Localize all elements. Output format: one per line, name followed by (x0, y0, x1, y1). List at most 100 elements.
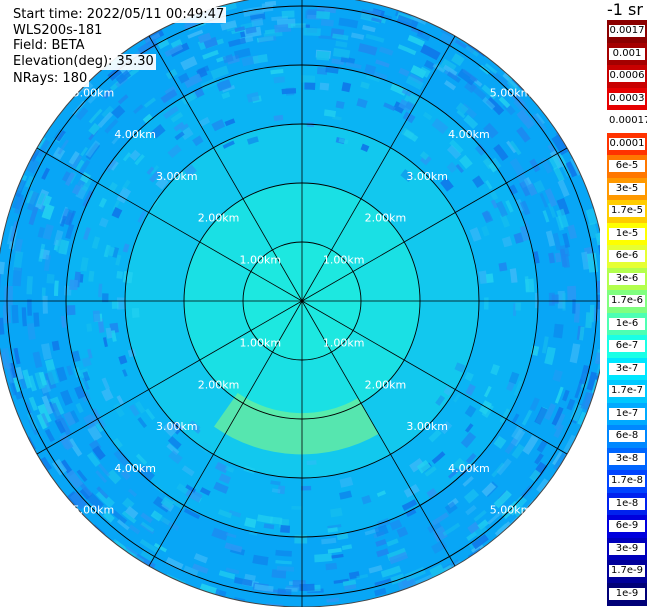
field-speckle (471, 533, 489, 550)
field-speckle (142, 113, 153, 124)
field-speckle (58, 417, 72, 436)
range-ring-label: 4.00km (448, 462, 490, 475)
field-speckle (316, 11, 331, 20)
field-speckle (28, 396, 38, 412)
azimuth-spoke (301, 300, 568, 455)
field-speckle (128, 404, 140, 417)
colorbar-cell: 1.7e-6 (607, 290, 647, 313)
field-speckle (137, 465, 155, 482)
field-speckle (365, 33, 385, 43)
field-speckle (595, 280, 600, 293)
field-speckle (405, 75, 424, 90)
field-speckle (75, 107, 89, 121)
field-speckle (552, 369, 563, 382)
field-speckle (432, 525, 446, 537)
field-speckle (580, 391, 593, 411)
field-speckle (185, 484, 197, 493)
field-speckle (275, 549, 292, 557)
field-speckle (86, 323, 93, 332)
field-speckle (427, 521, 442, 534)
field-speckle (376, 517, 391, 529)
field-speckle (443, 64, 458, 77)
field-speckle (193, 553, 208, 564)
field-speckle (487, 511, 502, 525)
colorbar-label: 6e-6 (609, 250, 645, 263)
range-ring-label: 3.00km (406, 170, 448, 183)
field-speckle (548, 252, 556, 264)
colorbar-cell: 6e-9 (607, 515, 647, 538)
field-speckle (294, 534, 308, 544)
field-speckle (585, 208, 598, 226)
field-speckle (586, 371, 600, 392)
field-speckle (41, 412, 51, 428)
field-speckle (110, 330, 117, 342)
field-speckle (69, 491, 88, 510)
colorbar-label: 1.7e-6 (609, 295, 645, 308)
field-speckle (71, 184, 82, 195)
field-speckle (98, 217, 109, 228)
field-speckle (43, 254, 52, 272)
field-speckle (306, 460, 317, 466)
field-speckle (112, 246, 120, 258)
field-speckle (375, 538, 387, 547)
field-speckle (490, 157, 502, 170)
field-speckle (493, 143, 509, 161)
field-speckle (9, 220, 18, 242)
colorbar-label: 1.7e-5 (609, 205, 645, 218)
field-speckle (481, 403, 494, 419)
field-speckle (120, 469, 132, 481)
field-speckle (566, 398, 576, 411)
range-ring-label: 5.00km (73, 86, 115, 99)
field-speckle (98, 197, 108, 208)
field-speckle (562, 292, 566, 311)
range-ring-label: 2.00km (365, 378, 407, 391)
field-speckle (498, 96, 511, 109)
field-speckle (464, 405, 477, 418)
field-speckle (533, 251, 540, 264)
field-speckle (244, 517, 257, 528)
field-speckle (169, 421, 184, 435)
field-speckle (300, 485, 312, 491)
field-speckle (199, 441, 212, 453)
field-speckle (97, 463, 111, 477)
field-speckle (356, 573, 369, 580)
field-speckle (431, 539, 448, 554)
field-speckle (442, 522, 461, 537)
field-speckle (539, 192, 548, 208)
range-ring-label: 3.00km (156, 170, 198, 183)
range-labels: 1.00km 2.00km 3.00km 4.00km 5.00km 1.00km 2.00… (73, 86, 532, 516)
field-speckle (168, 450, 183, 465)
field-speckle (218, 473, 232, 484)
field-speckle (27, 299, 32, 316)
field-speckle (472, 175, 485, 188)
field-speckle (166, 443, 180, 456)
field-speckle (174, 131, 185, 141)
field-speckle (551, 134, 569, 156)
field-speckle (87, 348, 93, 359)
field-speckle (27, 191, 40, 211)
field-speckle (46, 368, 59, 386)
field-speckle (327, 524, 342, 529)
colorbar-label: 0.0006 (609, 70, 645, 83)
field-speckle (398, 67, 410, 77)
field-speckle (431, 118, 449, 135)
field-speckle (146, 166, 155, 175)
colorbar-label: 0.00017 (609, 115, 647, 128)
colorbar-cell: 3e-7 (607, 357, 647, 381)
field-speckle (388, 551, 409, 565)
field-speckle (358, 43, 378, 56)
field-speckle (377, 595, 399, 607)
field-speckle (332, 47, 351, 59)
field-speckle (341, 544, 353, 551)
field-speckle (331, 553, 344, 559)
field-speckle (517, 110, 531, 125)
field-speckle (228, 37, 246, 48)
field-speckle (553, 413, 566, 431)
field-speckle (493, 435, 507, 449)
field-speckle (102, 337, 108, 348)
field-speckle (348, 571, 360, 580)
field-speckle (85, 140, 101, 158)
field-speckle (150, 124, 166, 139)
colorbar-cell: 0.0006 (607, 65, 647, 88)
field-text: Field: BETA (11, 38, 87, 54)
